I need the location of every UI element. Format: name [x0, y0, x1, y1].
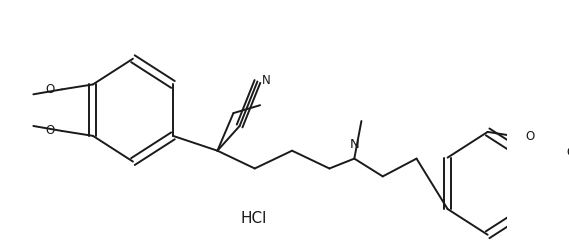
- Text: O: O: [566, 146, 569, 159]
- Text: O: O: [526, 130, 535, 143]
- Text: HCl: HCl: [241, 211, 267, 226]
- Text: N: N: [262, 74, 271, 86]
- Text: N: N: [349, 138, 359, 151]
- Text: O: O: [46, 124, 55, 137]
- Text: O: O: [46, 83, 55, 96]
